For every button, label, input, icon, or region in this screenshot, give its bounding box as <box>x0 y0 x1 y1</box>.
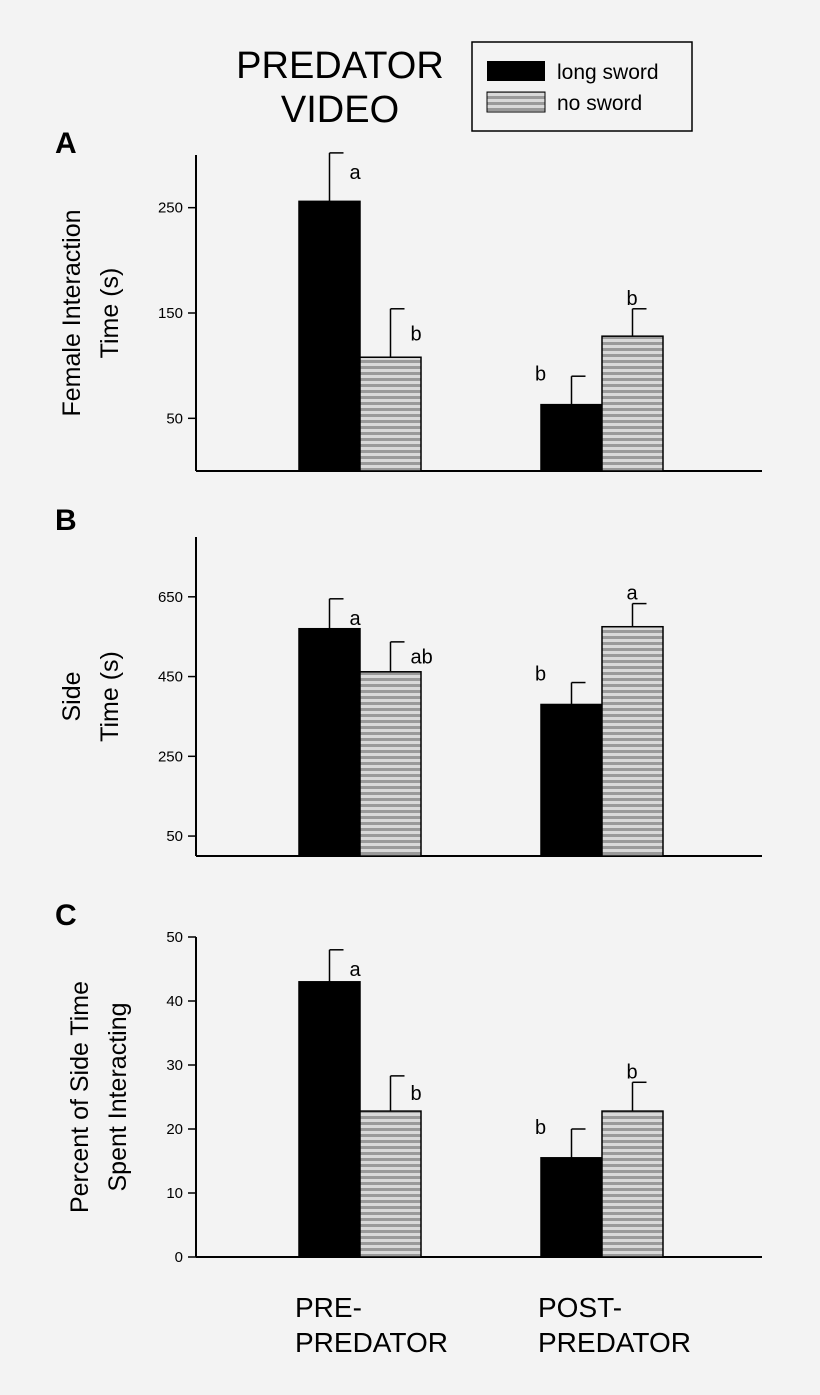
legend: long sword no sword <box>471 41 693 132</box>
group-label-pre-line1: PRE- <box>295 1292 362 1323</box>
legend-swatch-long-sword <box>487 61 545 81</box>
figure-title-line1: PREDATOR <box>236 45 444 87</box>
bar-no-sword <box>601 335 664 472</box>
y-tick-label: 450 <box>158 669 183 686</box>
bar-no-sword <box>359 356 422 472</box>
significance-letter: a <box>350 162 362 184</box>
group-label-post-line1: POST- <box>538 1292 622 1323</box>
y-tick-label: 250 <box>158 748 183 765</box>
y-axis-title-line2: Time (s) <box>96 268 124 359</box>
bar-long-sword <box>540 703 603 857</box>
significance-letter: ab <box>411 646 433 668</box>
panel-letter: A <box>55 127 77 160</box>
group-label-pre-line2: PREDATOR <box>295 1327 448 1358</box>
bar-long-sword <box>540 403 603 472</box>
bar-no-sword <box>601 625 664 857</box>
y-tick-label: 10 <box>166 1185 183 1202</box>
legend-swatch-no-sword <box>486 91 546 113</box>
panel-b: B 50 250 450 650 Side Time (s) a ab b a <box>55 504 762 857</box>
significance-letter: b <box>535 1117 546 1139</box>
y-tick-label: 250 <box>158 200 183 217</box>
y-axis-title-line2: Spent Interacting <box>104 1002 132 1191</box>
significance-letter: a <box>350 608 362 630</box>
significance-letter: b <box>627 288 638 310</box>
y-tick-label: 50 <box>166 828 183 845</box>
y-axis-title-line1: Side <box>58 671 86 721</box>
significance-letter: a <box>627 583 639 605</box>
panel-c: C 0 10 20 30 40 50 Percent of Side Time Spent In… <box>55 899 762 1266</box>
y-tick-label: 20 <box>166 1121 183 1138</box>
significance-letter: b <box>535 364 546 386</box>
group-label-post-line2: PREDATOR <box>538 1327 691 1358</box>
legend-box <box>471 41 693 132</box>
y-tick-label: 50 <box>166 410 183 427</box>
bar-no-sword <box>359 671 422 857</box>
y-axis-title-line1: Female Interaction <box>58 209 86 416</box>
y-tick-label: 30 <box>166 1057 183 1074</box>
legend-label-no-sword: no sword <box>557 92 642 115</box>
panel-a: A 50 150 250 Female Interaction Time (s) a b b b <box>55 127 762 472</box>
y-tick-label: 150 <box>158 305 183 322</box>
bar-no-sword <box>601 1110 664 1258</box>
significance-letter: a <box>350 959 362 981</box>
bar-no-sword <box>359 1110 422 1258</box>
y-tick-label: 650 <box>158 589 183 606</box>
panel-letter: C <box>55 899 77 932</box>
y-tick-label: 50 <box>166 929 183 946</box>
legend-label-long-sword: long sword <box>557 61 659 84</box>
significance-letter: b <box>411 323 422 345</box>
y-tick-label: 40 <box>166 993 183 1010</box>
figure-title-line2: VIDEO <box>281 89 399 131</box>
y-axis-title-line1: Percent of Side Time <box>66 981 94 1213</box>
y-axis-title-line2: Time (s) <box>96 651 124 742</box>
y-tick-label: 0 <box>175 1249 183 1266</box>
bar-long-sword <box>540 1157 603 1258</box>
bar-long-sword <box>298 981 361 1258</box>
significance-letter: b <box>627 1061 638 1083</box>
panel-letter: B <box>55 504 77 537</box>
significance-letter: b <box>411 1083 422 1105</box>
bar-long-sword <box>298 627 361 857</box>
significance-letter: b <box>535 663 546 685</box>
bar-long-sword <box>298 200 361 472</box>
